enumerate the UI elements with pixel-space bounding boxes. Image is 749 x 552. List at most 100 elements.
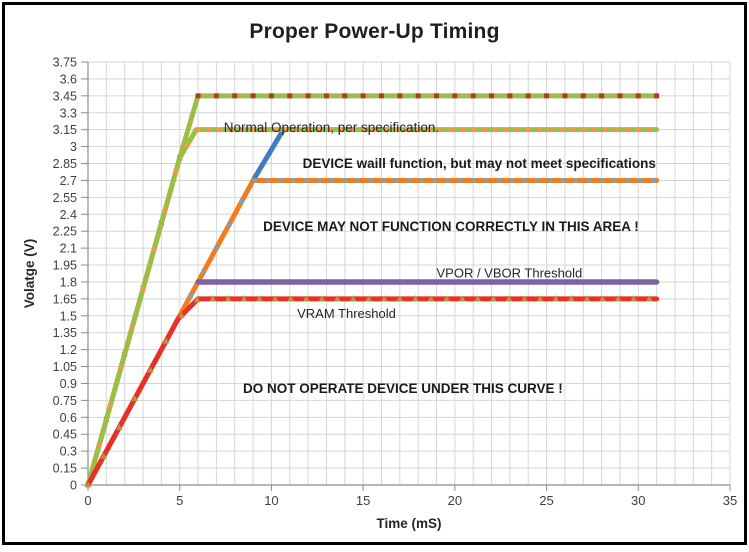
series-marker-rail-3v45 [544,93,549,98]
series-marker-rail-2v7 [625,178,629,182]
series-marker-rail-2v7 [471,178,475,182]
series-marker-rail-3v45 [489,93,494,98]
annotation-device-may-not-function: DEVICE MAY NOT FUNCTION CORRECTLY IN THI… [263,219,639,234]
series-marker-rail-3v15 [218,127,222,131]
x-axis-title: Time (mS) [376,516,441,531]
annotation-vram-label: VRAM Threshold [297,306,396,321]
series-marker-rail-3v15 [460,127,464,131]
series-marker-rail-2v7 [330,178,334,182]
y-tick-label: 3.15 [53,123,77,137]
series-marker-rail-3v45 [434,93,439,98]
y-tick-label: 3 [70,140,77,154]
series-marker-rail-3v15 [592,127,596,131]
series-marker-rail-2v7 [407,178,411,182]
series-marker-rail-3v45 [581,93,586,98]
series-marker-rail-2v7 [304,178,308,182]
series-marker-rail-2v7 [638,178,642,182]
series-marker-rail-3v15 [119,365,123,369]
x-tick-label: 15 [356,493,370,508]
series-marker-rail-3v45 [196,93,201,98]
y-tick-label: 2.4 [60,208,77,222]
x-tick-label: 30 [631,493,645,508]
x-tick-label: 5 [176,493,183,508]
annotation-device-will-function: DEVICE waill function, but may not meet … [303,156,656,171]
y-tick-label: 2.25 [53,225,77,239]
series-marker-rail-3v45 [232,93,237,98]
series-line-ramp-continuation-blue [253,130,283,181]
series-marker-rail-3v15 [97,444,101,448]
y-tick-label: 1.35 [53,326,77,340]
series-marker-rail-2v7 [214,246,218,250]
series-marker-rail-2v7 [484,178,488,182]
series-marker-rail-3v45 [214,93,219,98]
series-marker-rail-3v15 [559,127,563,131]
y-tick-label: 1.5 [60,309,77,323]
y-tick-label: 0.9 [60,377,77,391]
series-marker-rail-3v45 [379,93,384,98]
series-marker-rail-3v15 [449,127,453,131]
series-marker-rail-2v7 [651,178,655,182]
plot-area: 00.150.30.450.60.750.91.051.21.351.51.65… [5,5,749,552]
series-marker-rail-3v45 [452,93,457,98]
y-tick-label: 0.15 [53,462,77,476]
series-marker-rail-3v15 [647,127,651,131]
series-marker-rail-3v15 [196,127,200,131]
y-tick-label: 1.65 [53,292,77,306]
annotation-vpor-vbor-label: VPOR / VBOR Threshold [437,265,583,280]
y-axis-title: Volatge (V) [22,239,37,309]
series-marker-rail-3v45 [306,93,311,98]
series-marker-rail-2v7 [497,178,501,182]
series-marker-rail-3v15 [130,326,134,330]
series-marker-rail-3v15 [471,127,475,131]
y-tick-label: 2.1 [60,242,77,256]
annotation-do-not-operate: DO NOT OPERATE DEVICE UNDER THIS CURVE ! [243,381,563,396]
series-marker-rail-3v15 [603,127,607,131]
series-marker-rail-2v7 [561,178,565,182]
series-marker-rail-3v45 [636,93,641,98]
y-tick-label: 3.75 [53,56,77,70]
series-marker-rail-3v15 [614,127,618,131]
series-marker-rail-3v15 [163,208,167,212]
series-marker-rail-2v7 [189,293,193,297]
series-marker-rail-3v45 [287,93,292,98]
series-marker-rail-3v15 [493,127,497,131]
y-tick-label: 3.3 [60,106,77,120]
y-tick-label: 3.45 [53,89,77,103]
series-marker-rail-2v7 [291,178,295,182]
series-marker-rail-2v7 [574,178,578,182]
series-marker-rail-3v45 [562,93,567,98]
y-tick-label: 1.8 [60,275,77,289]
series-marker-rail-3v45 [324,93,329,98]
series-marker-rail-2v7 [227,222,231,226]
series-marker-rail-2v7 [394,178,398,182]
series-marker-rail-2v7 [343,178,347,182]
series-marker-rail-3v15 [581,127,585,131]
series-marker-rail-3v15 [504,127,508,131]
series-marker-rail-3v15 [482,127,486,131]
series-marker-rail-3v45 [416,93,421,98]
series-marker-rail-3v45 [471,93,476,98]
series-marker-rail-3v15 [207,127,211,131]
series-line-rail-3v45 [88,96,657,485]
series-marker-rail-2v7 [587,178,591,182]
y-tick-label: 0.3 [60,445,77,459]
y-tick-label: 1.2 [60,343,77,357]
series-marker-rail-2v7 [510,178,514,182]
series-marker-rail-2v7 [458,178,462,182]
y-tick-label: 2.55 [53,191,77,205]
series-marker-rail-3v15 [636,127,640,131]
series-marker-rail-2v7 [368,178,372,182]
series-marker-rail-2v7 [522,178,526,182]
series-marker-rail-3v15 [185,143,189,147]
series-marker-rail-2v7 [317,178,321,182]
x-tick-label: 10 [264,493,278,508]
series-marker-rail-2v7 [381,178,385,182]
y-tick-label: 0.45 [53,428,77,442]
series-marker-rail-2v7 [278,178,282,182]
x-tick-label: 35 [723,493,737,508]
series-marker-rail-2v7 [420,178,424,182]
series-marker-rail-2v7 [445,178,449,182]
series-marker-rail-3v45 [507,93,512,98]
x-tick-label: 0 [84,493,91,508]
